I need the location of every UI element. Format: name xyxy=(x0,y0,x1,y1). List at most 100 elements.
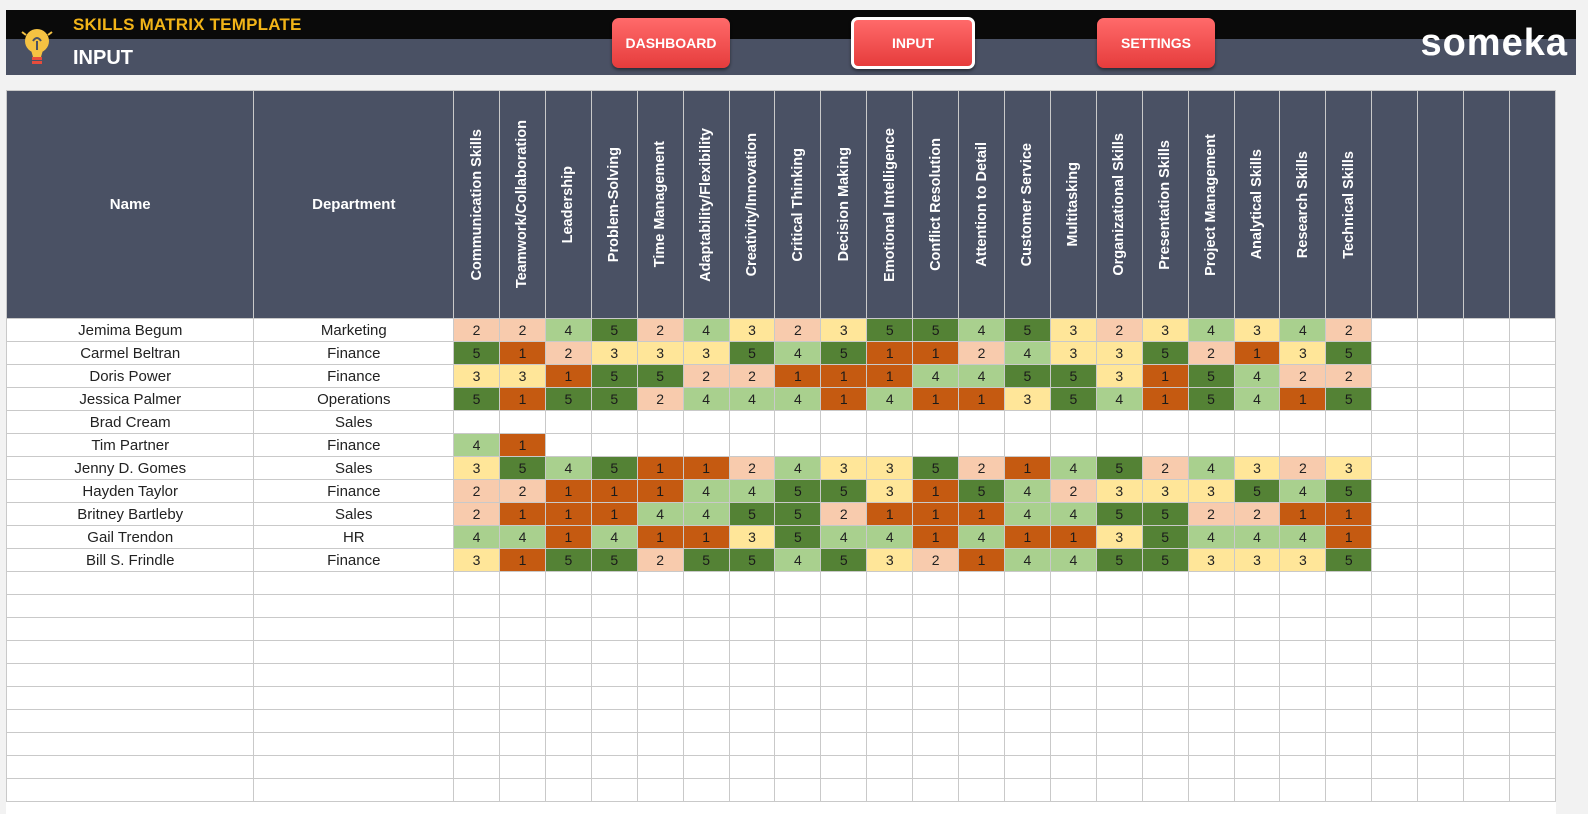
skill-score-cell[interactable]: 4 xyxy=(682,479,730,503)
empty-cell[interactable] xyxy=(1417,778,1464,802)
skill-score-cell[interactable]: 2 xyxy=(1187,502,1235,526)
skill-score-cell[interactable] xyxy=(590,617,638,641)
skill-score-cell[interactable] xyxy=(1049,640,1097,664)
skill-score-cell[interactable] xyxy=(1004,640,1051,664)
department-cell[interactable]: Sales xyxy=(253,410,455,434)
skill-score-cell[interactable] xyxy=(590,433,638,457)
empty-cell[interactable] xyxy=(1417,663,1464,687)
skill-score-cell[interactable]: 4 xyxy=(682,318,730,342)
skill-score-cell[interactable] xyxy=(728,686,776,710)
empty-cell[interactable] xyxy=(1417,755,1464,779)
skill-score-cell[interactable]: 3 xyxy=(1187,479,1235,503)
skill-score-cell[interactable]: 3 xyxy=(1279,341,1327,365)
skill-score-cell[interactable]: 1 xyxy=(544,525,592,549)
skill-score-cell[interactable] xyxy=(820,755,868,779)
skill-score-cell[interactable] xyxy=(820,778,868,802)
skill-score-cell[interactable]: 5 xyxy=(774,479,822,503)
skill-score-cell[interactable] xyxy=(728,410,776,434)
skill-score-cell[interactable] xyxy=(1049,732,1097,756)
skill-score-cell[interactable] xyxy=(1233,617,1281,641)
skill-score-cell[interactable]: 5 xyxy=(912,456,960,480)
skill-score-cell[interactable]: 5 xyxy=(1095,456,1143,480)
skill-score-cell[interactable] xyxy=(912,433,960,457)
employee-name-cell[interactable]: Gail Trendon xyxy=(6,525,255,549)
skill-score-cell[interactable] xyxy=(1325,778,1373,802)
department-cell[interactable] xyxy=(253,709,455,733)
empty-cell[interactable] xyxy=(1508,318,1556,342)
skill-score-cell[interactable]: 4 xyxy=(544,456,592,480)
skill-score-cell[interactable] xyxy=(1095,663,1143,687)
empty-cell[interactable] xyxy=(1462,617,1510,641)
skill-score-cell[interactable] xyxy=(774,594,822,618)
skill-score-cell[interactable] xyxy=(1233,663,1281,687)
skill-score-cell[interactable] xyxy=(1233,433,1281,457)
skill-score-cell[interactable]: 3 xyxy=(453,364,501,388)
skill-score-cell[interactable] xyxy=(590,686,638,710)
skill-score-cell[interactable]: 4 xyxy=(1004,502,1051,526)
skill-score-cell[interactable]: 3 xyxy=(866,548,914,572)
skill-score-cell[interactable]: 5 xyxy=(1049,387,1097,411)
skill-score-cell[interactable] xyxy=(590,755,638,779)
skill-score-cell[interactable] xyxy=(912,410,960,434)
skill-score-cell[interactable] xyxy=(1279,571,1327,595)
skill-score-cell[interactable]: 5 xyxy=(590,364,638,388)
skill-score-cell[interactable] xyxy=(682,686,730,710)
skill-score-cell[interactable] xyxy=(1187,709,1235,733)
skill-score-cell[interactable]: 3 xyxy=(820,318,868,342)
skill-score-cell[interactable] xyxy=(866,709,914,733)
skill-score-cell[interactable] xyxy=(1049,594,1097,618)
skill-score-cell[interactable]: 3 xyxy=(1187,548,1235,572)
skill-score-cell[interactable] xyxy=(958,732,1005,756)
empty-cell[interactable] xyxy=(1417,479,1464,503)
empty-cell[interactable] xyxy=(1371,617,1419,641)
skill-score-cell[interactable] xyxy=(1187,640,1235,664)
skill-score-cell[interactable]: 5 xyxy=(820,341,868,365)
skill-score-cell[interactable]: 3 xyxy=(1004,387,1051,411)
skill-score-cell[interactable] xyxy=(866,594,914,618)
skill-score-cell[interactable]: 2 xyxy=(1233,502,1281,526)
skill-score-cell[interactable] xyxy=(544,755,592,779)
empty-cell[interactable] xyxy=(1508,525,1556,549)
skill-score-cell[interactable] xyxy=(1325,433,1373,457)
skill-score-cell[interactable] xyxy=(1325,709,1373,733)
department-cell[interactable]: Finance xyxy=(253,479,455,503)
employee-name-cell[interactable]: Carmel Beltran xyxy=(6,341,255,365)
empty-cell[interactable] xyxy=(1371,318,1419,342)
skill-score-cell[interactable]: 4 xyxy=(728,479,776,503)
empty-cell[interactable] xyxy=(1371,525,1419,549)
skill-score-cell[interactable] xyxy=(544,686,592,710)
skill-score-cell[interactable]: 1 xyxy=(499,387,546,411)
skill-score-cell[interactable] xyxy=(1279,686,1327,710)
department-cell[interactable]: Marketing xyxy=(253,318,455,342)
empty-cell[interactable] xyxy=(1371,548,1419,572)
skill-score-cell[interactable]: 4 xyxy=(958,364,1005,388)
skill-score-cell[interactable]: 5 xyxy=(1141,341,1189,365)
employee-name-cell[interactable]: Tim Partner xyxy=(6,433,255,457)
skill-score-cell[interactable] xyxy=(1004,709,1051,733)
skill-score-cell[interactable]: 1 xyxy=(912,479,960,503)
skill-score-cell[interactable] xyxy=(1279,640,1327,664)
empty-cell[interactable] xyxy=(1417,502,1464,526)
skill-score-cell[interactable]: 5 xyxy=(912,318,960,342)
skill-score-cell[interactable]: 4 xyxy=(1049,456,1097,480)
skill-score-cell[interactable]: 3 xyxy=(453,548,501,572)
skill-score-cell[interactable] xyxy=(1187,617,1235,641)
skill-score-cell[interactable]: 5 xyxy=(544,548,592,572)
skill-score-cell[interactable]: 3 xyxy=(1095,525,1143,549)
skill-score-cell[interactable]: 1 xyxy=(958,387,1005,411)
skill-score-cell[interactable] xyxy=(1233,709,1281,733)
skill-score-cell[interactable] xyxy=(820,686,868,710)
skill-score-cell[interactable] xyxy=(1187,732,1235,756)
skill-score-cell[interactable] xyxy=(453,640,501,664)
skill-score-cell[interactable] xyxy=(1279,732,1327,756)
skill-score-cell[interactable]: 5 xyxy=(499,456,546,480)
skill-score-cell[interactable]: 5 xyxy=(1004,318,1051,342)
empty-cell[interactable] xyxy=(1371,433,1419,457)
empty-cell[interactable] xyxy=(1508,732,1556,756)
skill-score-cell[interactable]: 4 xyxy=(1004,341,1051,365)
skill-score-cell[interactable] xyxy=(820,640,868,664)
skill-score-cell[interactable] xyxy=(912,686,960,710)
skill-score-cell[interactable] xyxy=(1141,709,1189,733)
skill-score-cell[interactable] xyxy=(453,732,501,756)
skill-score-cell[interactable] xyxy=(1095,640,1143,664)
